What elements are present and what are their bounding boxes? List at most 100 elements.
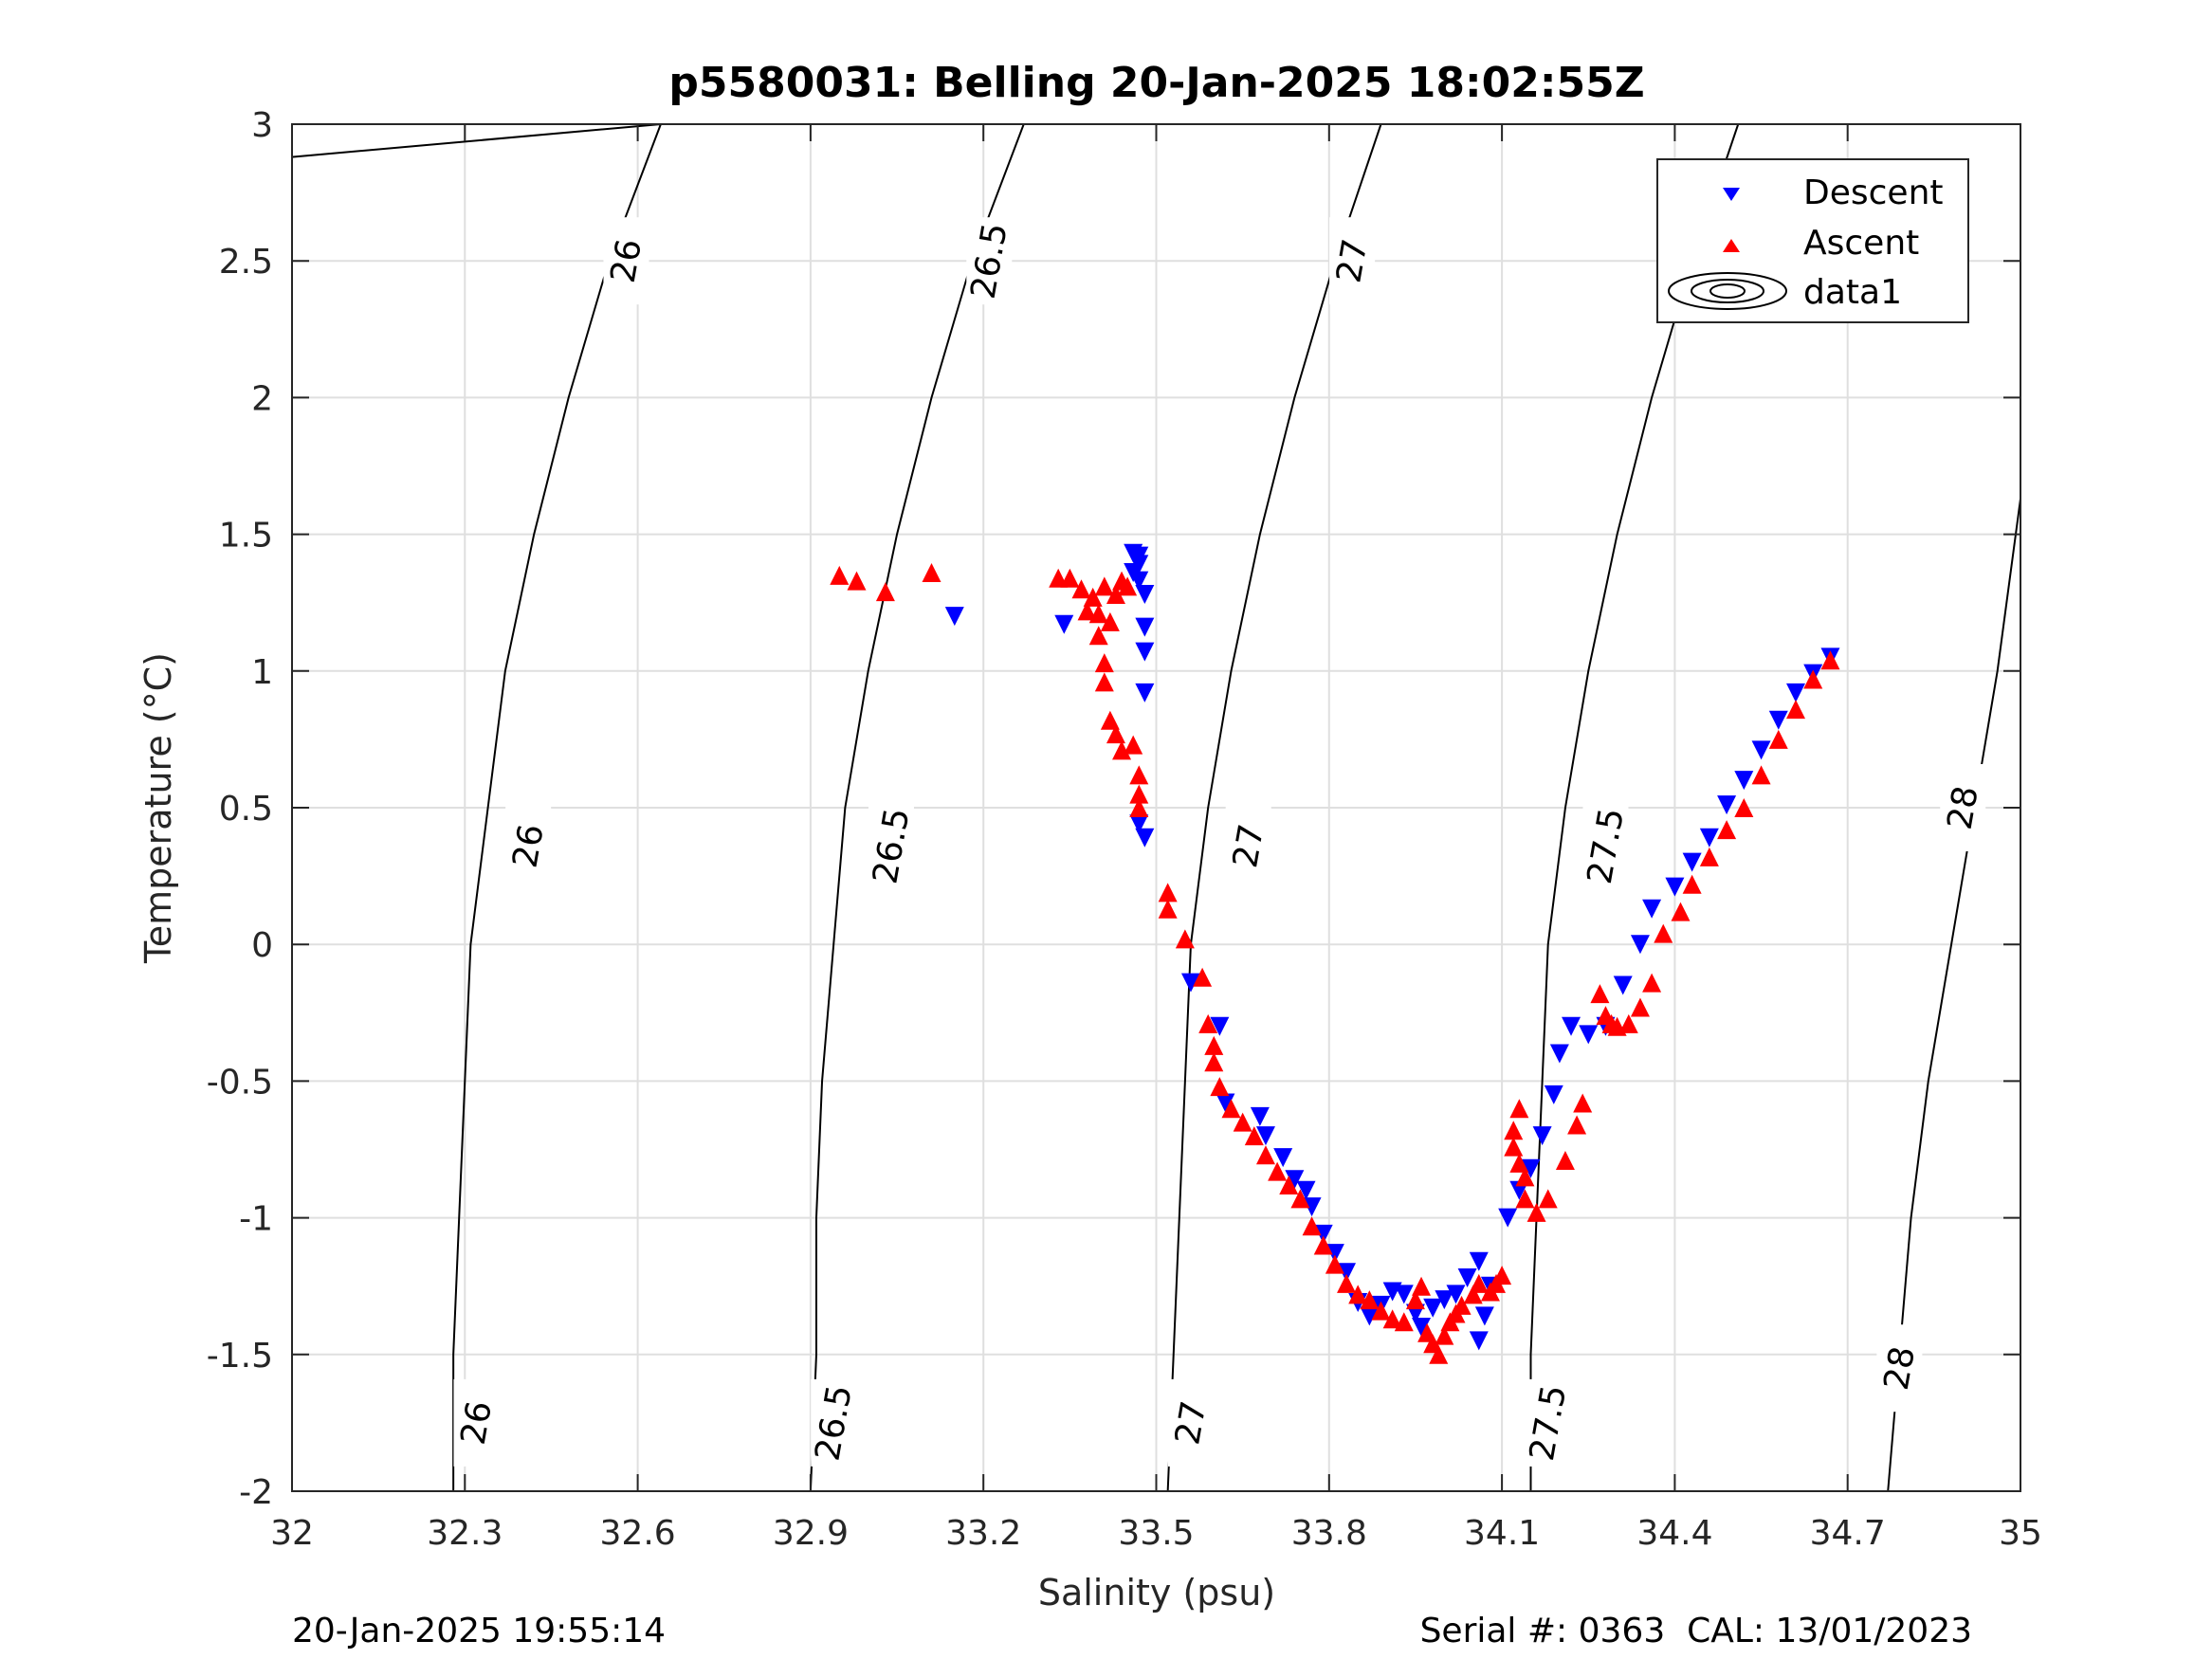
contour-label: 26 [604,236,649,285]
y-tick-label: 1 [251,653,273,692]
descent-point [1642,899,1662,919]
descent-point [1435,1290,1454,1310]
ascent-point [1158,899,1178,919]
descent-point [1135,585,1155,605]
ascent-point [1492,1266,1512,1285]
ascent-point [1717,820,1737,840]
descent-point [1216,1093,1235,1113]
descent-point [1302,1197,1322,1217]
ascent-point [1768,729,1788,749]
legend-ascent-marker [1723,239,1740,252]
contour-label-background [1167,1378,1214,1467]
ascent-point [1158,883,1178,902]
ascent-point [1394,1312,1414,1332]
ascent-point [1083,587,1103,607]
contour-label: 26 [454,1398,500,1448]
descent-point [1273,1148,1293,1168]
ascent-point [1290,1189,1310,1209]
contour-label-background [1525,1378,1571,1467]
y-axis-ticks: -2 -1.5 -1 -0.5 0 0.5 1 1.5 2 2.5 3 [207,106,2020,1512]
contour-label-background [868,802,914,890]
contour-label: 26 [505,821,551,870]
ascent-point [1094,653,1114,673]
contour-label-background [1582,802,1629,890]
contour-label-background [966,217,1013,305]
ascent-point [1429,1344,1449,1364]
descent-point [1394,1285,1414,1304]
y-tick-label: 0.5 [219,790,273,829]
contour-line-26.5 [809,123,1025,1492]
descent-point [1768,710,1788,730]
ascent-point [1515,1167,1535,1187]
ascent-point [1803,669,1823,689]
ascent-point [1348,1285,1368,1304]
ascent-point [1504,1137,1524,1157]
descent-point [1446,1285,1466,1304]
contour-label: 28 [1941,783,1986,832]
legend-data1-marker [1668,272,1787,310]
descent-point [1532,1126,1552,1146]
ascent-point [1538,1189,1558,1209]
contour-label-background [1940,764,1986,851]
ascent-series [830,562,1840,1364]
ascent-point [1255,1145,1275,1165]
contour-label: 28 [1877,1343,1923,1393]
descent-point [1562,1016,1581,1036]
descent-point [1498,1208,1518,1228]
ascent-point [1313,1235,1333,1255]
descent-point [1717,795,1737,815]
footer-timestamp: 20-Jan-2025 19:55:14 [292,1612,666,1650]
descent-point [1613,975,1633,995]
ascent-point [1671,902,1691,921]
descent-point [1296,1180,1316,1200]
ascent-point [1337,1273,1357,1293]
descent-point [1210,1016,1230,1036]
descent-point [1412,1317,1432,1337]
legend-ascent-label: Ascent [1803,224,1919,263]
ascent-point [1221,1099,1241,1119]
ascent-point [1088,604,1108,624]
descent-point [1313,1224,1333,1244]
ascent-point [1100,710,1120,730]
ascent-point [1504,1121,1524,1140]
x-tick-label: 33.2 [945,1514,1021,1553]
ascent-point [1412,1276,1432,1296]
ascent-point [1129,798,1149,817]
contour-line-27 [1166,123,1382,1492]
descent-point [1180,973,1200,993]
descent-point [1521,1158,1541,1178]
ascent-point [1734,798,1754,817]
descent-point [1135,642,1155,662]
x-axis-ticks: 32 32.3 32.6 32.9 33.2 33.5 33.8 34.1 34.4 34.7 35 [270,124,2042,1553]
y-tick-label: -1.5 [207,1337,273,1376]
descent-point [1135,617,1155,637]
descent-point [1360,1306,1380,1326]
descent-point [1135,683,1155,702]
descent-point [1751,740,1771,760]
descent-point [1786,683,1806,702]
chart-title: p5580031: Belling 20-Jan-2025 18:02:55Z [668,59,1644,107]
ascent-point [1279,1175,1299,1194]
descent-point [1337,1263,1357,1283]
ascent-point [1509,1099,1529,1119]
legend-descent-marker [1723,188,1740,201]
ascent-point [1382,1309,1402,1329]
ascent-point [1567,1115,1587,1135]
ascent-point [1463,1285,1483,1304]
descent-point [1054,614,1074,634]
legend-data1-label: data1 [1803,273,1902,312]
x-tick-label: 34.4 [1636,1514,1712,1553]
y-tick-label: 2.5 [219,243,273,282]
descent-point [1457,1268,1477,1288]
ascent-point [922,562,941,582]
x-tick-label: 33.8 [1291,1514,1367,1553]
contour-label-background [603,217,649,305]
descent-point [1255,1126,1275,1146]
ascent-point [1820,650,1840,670]
ascent-point [1088,626,1108,646]
contour-label-background [1225,802,1271,890]
x-tick-label: 32.6 [600,1514,676,1553]
footer-serial-cal: Serial #: 0363 CAL: 13/01/2023 [1420,1612,1972,1650]
